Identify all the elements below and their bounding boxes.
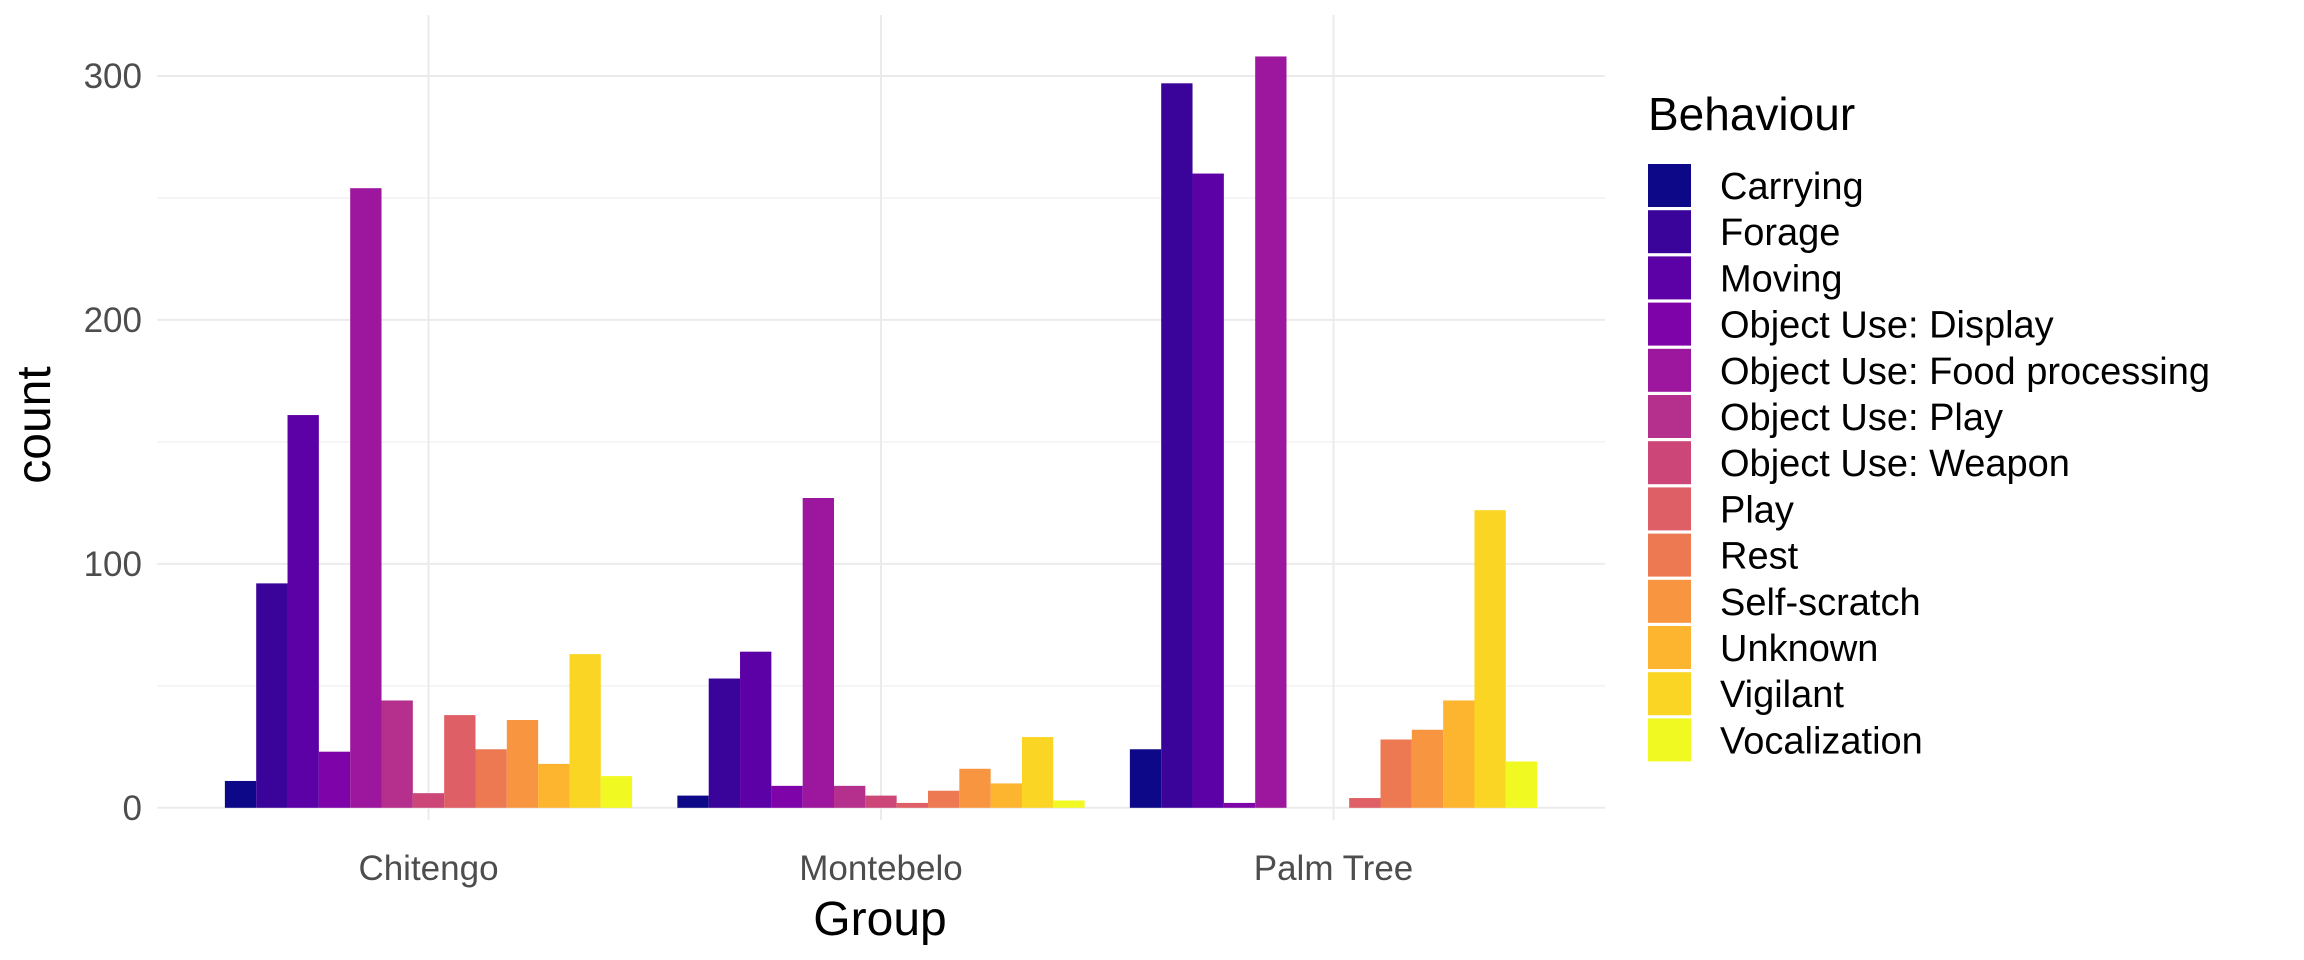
bar [1192,173,1224,808]
bar [896,802,928,808]
legend-label: Object Use: Play [1720,397,2003,439]
bar [569,654,601,808]
y-tick-label: 100 [84,545,142,584]
bar [1053,800,1085,808]
y-tick-label: 200 [84,301,142,340]
legend-label: Carrying [1720,166,1864,208]
bar [1255,56,1287,808]
legend-key [1648,210,1691,254]
legend-key [1648,533,1691,577]
legend-title: Behaviour [1648,88,1855,140]
legend-label: Vocalization [1720,720,1923,762]
legend-label: Self-scratch [1720,582,1921,624]
legend-key [1648,302,1691,346]
bar [959,768,991,808]
y-tick-label: 300 [84,57,142,96]
bar [771,785,803,808]
x-axis-title: Group [813,893,946,946]
legend-key [1648,487,1691,531]
legend-label: Rest [1720,536,1799,578]
bar [990,783,1022,808]
legend-key [1648,626,1691,669]
legend-label: Object Use: Weapon [1720,443,2070,485]
bar [1505,761,1538,808]
bar [1474,510,1506,808]
bar [1021,737,1054,808]
legend-label: Moving [1720,258,1843,300]
y-axis-ticks: 0 100 200 300 [84,57,142,828]
bar [381,700,413,808]
bar [224,780,257,808]
legend-label: Unknown [1720,628,1878,670]
legend-label: Vigilant [1720,674,1844,716]
bar [538,763,570,808]
x-tick-label: Montebelo [799,849,962,888]
bars [224,56,1538,808]
x-tick-label: Chitengo [358,849,498,888]
bar [927,790,960,808]
legend-key [1648,672,1691,716]
bar [834,785,866,808]
bar [677,795,709,808]
legend-key [1648,579,1691,623]
bar [256,583,288,808]
bar [318,751,351,808]
bar [708,678,741,808]
bar [1443,700,1475,808]
legend-key [1648,256,1691,300]
legend-key [1648,164,1691,207]
x-tick-label: Palm Tree [1254,849,1414,888]
bar [600,776,633,808]
bar [287,415,319,808]
y-tick-label: 0 [123,789,142,828]
bar [350,188,382,808]
bar [1161,83,1193,808]
bar [444,715,476,808]
bar [1411,729,1444,808]
legend-label: Forage [1720,212,1840,254]
legend-label: Object Use: Display [1720,305,2054,347]
bar [865,795,897,808]
y-axis-title: count [8,366,61,483]
legend-key [1648,441,1691,485]
legend-label: Object Use: Food processing [1720,351,2210,393]
legend-key [1648,718,1691,762]
bar [740,651,772,808]
bar [802,498,835,808]
bar [1223,802,1256,808]
bar [1349,798,1381,808]
bar [1129,749,1162,808]
legend-key [1648,348,1691,392]
bar [412,793,445,808]
bar [475,749,507,808]
bar [1380,739,1412,808]
legend-key [1648,395,1691,438]
legend-label: Play [1720,489,1794,531]
x-axis-ticks: Chitengo Montebelo Palm Tree [358,849,1413,888]
bar [506,719,539,808]
